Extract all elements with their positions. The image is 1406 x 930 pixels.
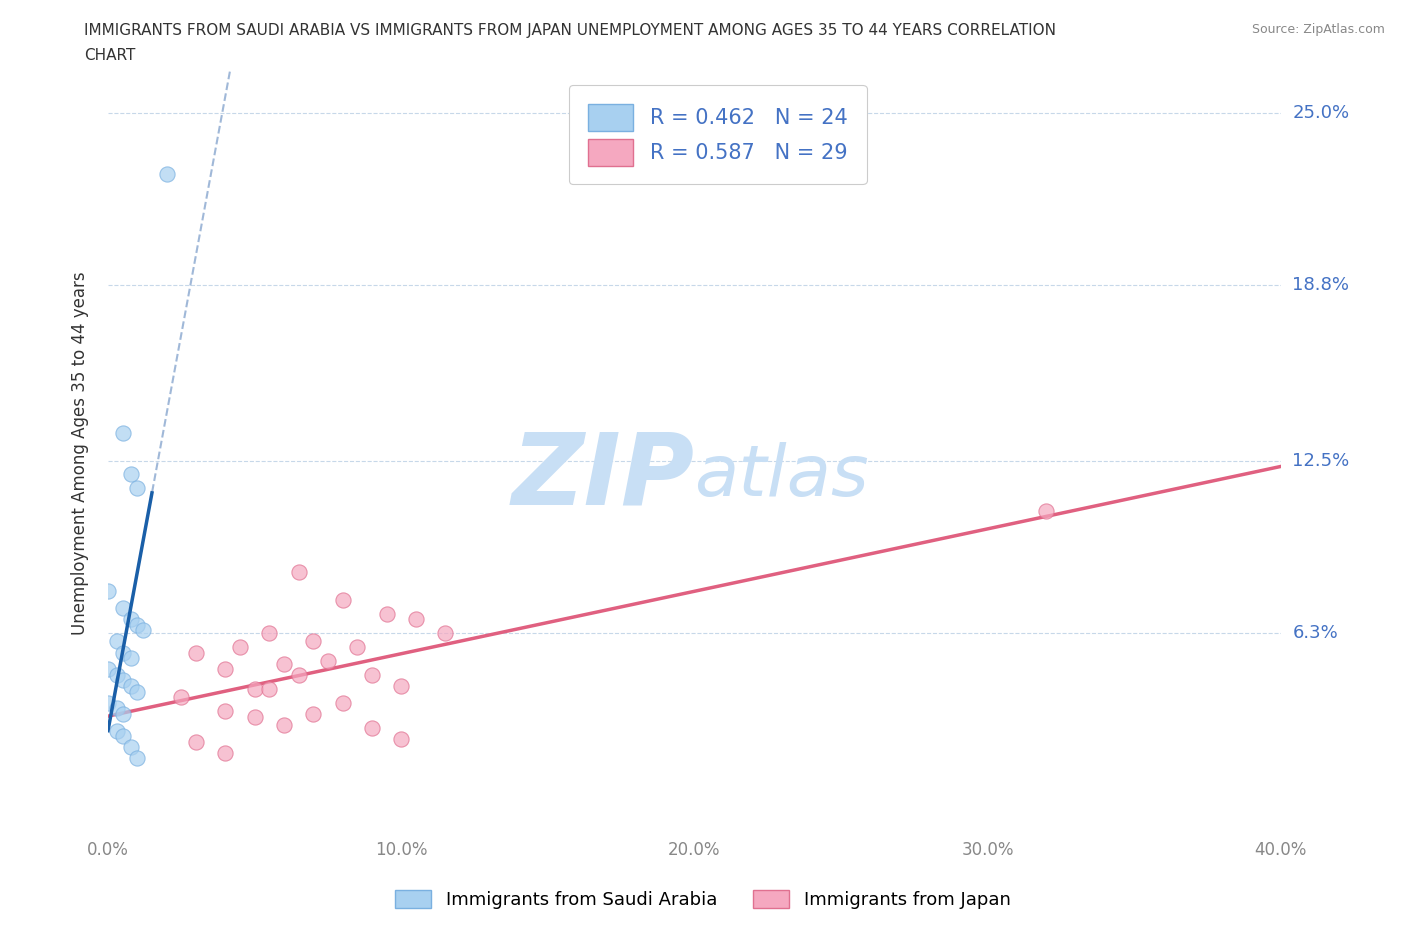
Point	[389, 679, 412, 694]
Point	[360, 668, 382, 683]
Point	[127, 751, 149, 765]
Text: 6.3%: 6.3%	[1292, 624, 1339, 642]
Text: IMMIGRANTS FROM SAUDI ARABIA VS IMMIGRANTS FROM JAPAN UNEMPLOYMENT AMONG AGES 35: IMMIGRANTS FROM SAUDI ARABIA VS IMMIGRAN…	[84, 23, 1056, 38]
Point	[111, 729, 134, 744]
Point	[97, 584, 120, 599]
Y-axis label: Unemployment Among Ages 35 to 44 years: Unemployment Among Ages 35 to 44 years	[72, 272, 89, 635]
Point	[302, 707, 325, 722]
Point	[111, 673, 134, 688]
Point	[184, 735, 207, 750]
Point	[111, 425, 134, 440]
Text: 25.0%: 25.0%	[1292, 103, 1350, 122]
Point	[97, 696, 120, 711]
Point	[214, 745, 236, 760]
Point	[257, 682, 280, 697]
Point	[273, 718, 295, 733]
Text: Source: ZipAtlas.com: Source: ZipAtlas.com	[1251, 23, 1385, 36]
Point	[332, 696, 354, 711]
Point	[273, 657, 295, 671]
Point	[127, 618, 149, 632]
Text: ZIP: ZIP	[512, 428, 695, 525]
Point	[132, 623, 155, 638]
Point	[111, 707, 134, 722]
Point	[120, 679, 142, 694]
Point	[105, 724, 128, 738]
Point	[127, 684, 149, 699]
Text: 12.5%: 12.5%	[1292, 452, 1350, 470]
Point	[287, 668, 309, 683]
Point	[1035, 503, 1057, 518]
Point	[184, 645, 207, 660]
Text: atlas: atlas	[695, 442, 869, 512]
Point	[434, 626, 457, 641]
Legend: Immigrants from Saudi Arabia, Immigrants from Japan: Immigrants from Saudi Arabia, Immigrants…	[388, 883, 1018, 916]
Point	[120, 740, 142, 755]
Text: CHART: CHART	[84, 48, 136, 63]
Point	[120, 467, 142, 482]
Point	[302, 634, 325, 649]
Point	[375, 606, 398, 621]
Point	[111, 601, 134, 616]
Point	[257, 626, 280, 641]
Point	[120, 651, 142, 666]
Point	[170, 690, 193, 705]
Point	[120, 612, 142, 627]
Point	[105, 668, 128, 683]
Point	[229, 640, 252, 655]
Point	[243, 710, 266, 724]
Text: 18.8%: 18.8%	[1292, 276, 1350, 294]
Point	[316, 654, 339, 669]
Point	[287, 565, 309, 579]
Point	[156, 166, 179, 181]
Point	[111, 645, 134, 660]
Point	[97, 662, 120, 677]
Point	[214, 662, 236, 677]
Point	[214, 704, 236, 719]
Point	[105, 701, 128, 716]
Legend: R = 0.462   N = 24, R = 0.587   N = 29: R = 0.462 N = 24, R = 0.587 N = 29	[569, 85, 866, 184]
Point	[243, 682, 266, 697]
Point	[127, 481, 149, 496]
Point	[346, 640, 368, 655]
Point	[360, 721, 382, 736]
Point	[389, 732, 412, 747]
Point	[105, 634, 128, 649]
Point	[405, 612, 427, 627]
Point	[332, 592, 354, 607]
